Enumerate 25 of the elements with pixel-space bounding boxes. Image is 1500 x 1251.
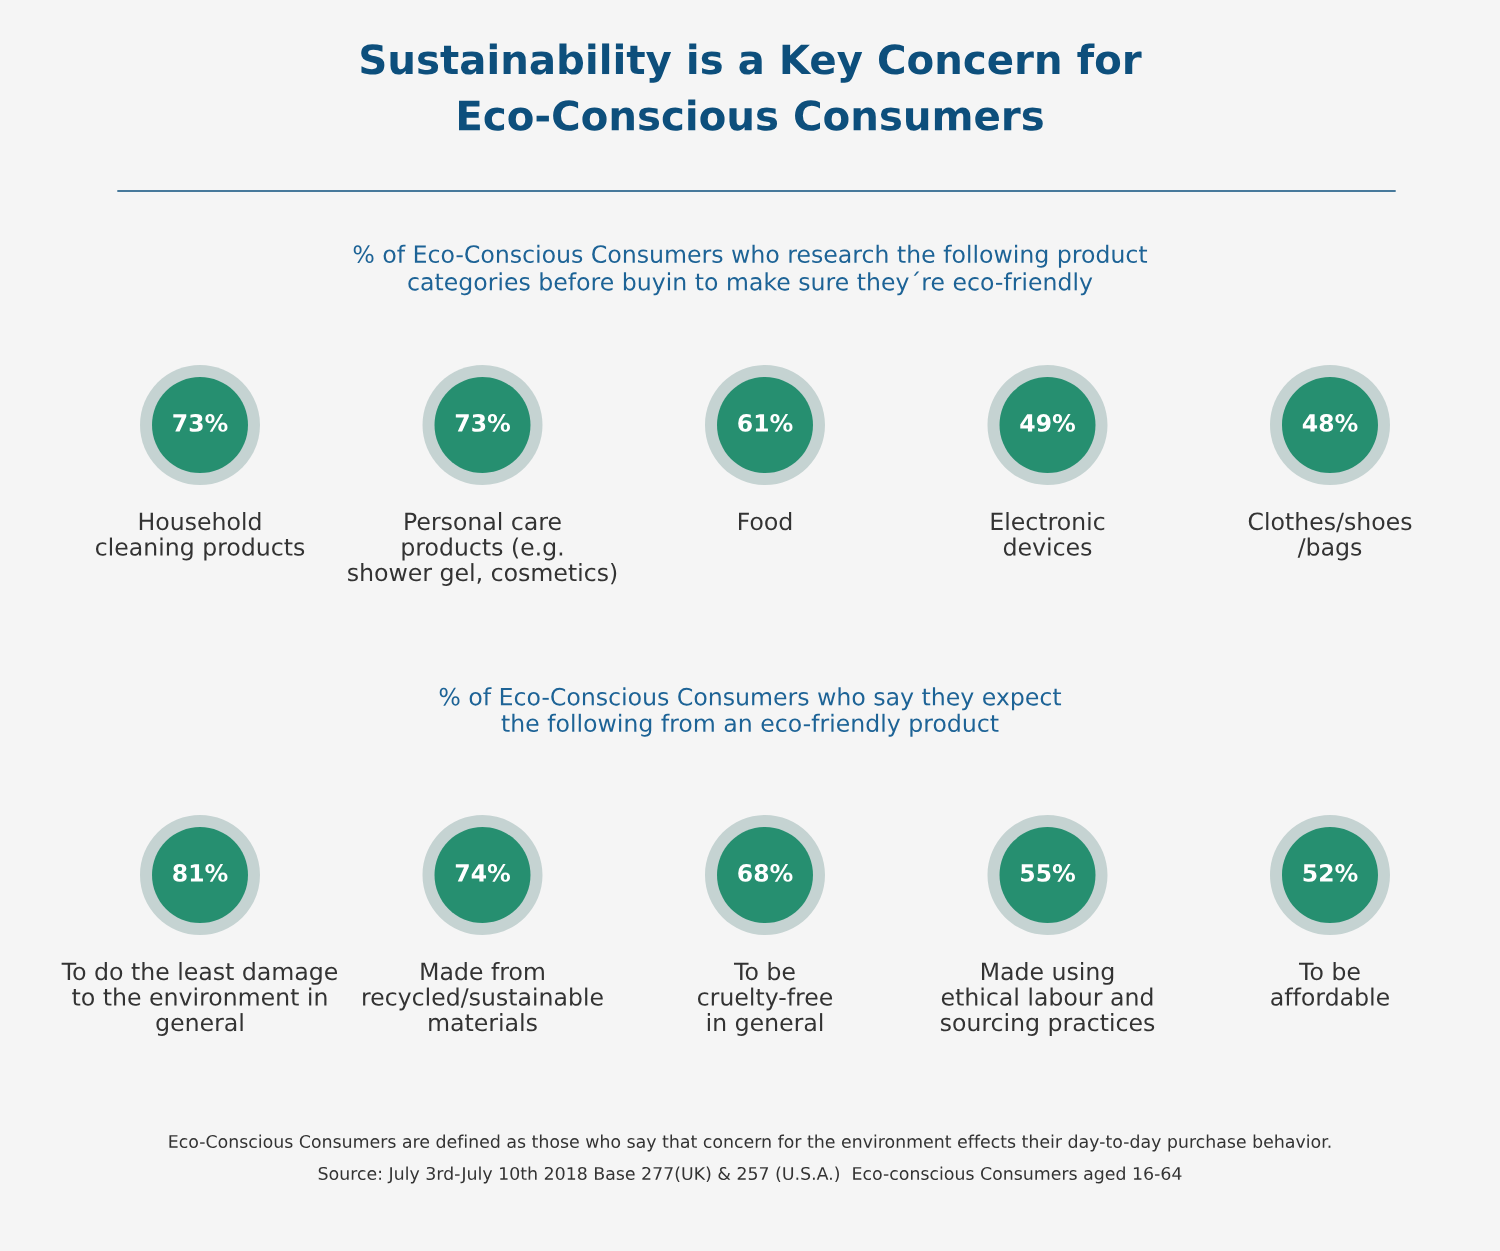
category-label: Food [739, 512, 792, 531]
text: % of Eco-Conscious Consumers who say they expect the following from an eco-friendly product [439, 687, 1062, 737]
data-label: 68% [738, 863, 793, 882]
category-label: Household cleaning products [95, 512, 305, 561]
category-label: Made using ethical labour and sourcing practices [940, 962, 1155, 1036]
category-label: Electronic devices [991, 512, 1105, 556]
category-label: Made from recycled/sustainable materials [363, 962, 603, 1032]
data-label: 74% [455, 863, 511, 882]
source-note: Source: July 3rd-July 10th 2018 Base 277(UK) & 257 (U.S.A.) Eco-conscious Consumers aged 16-64 [318, 1166, 1182, 1184]
data-label: 49% [1020, 413, 1076, 432]
data-label: 55% [1021, 863, 1076, 882]
data-label: 52% [1303, 863, 1358, 882]
text: Sustainability is a Key Concern for Eco-Conscious Consumers [361, 43, 1142, 131]
data-label: 48% [1302, 413, 1358, 432]
text: Eco-Conscious Consumers are defined as those who say that concern for the environment effects their day-to-day purchase behavior. [169, 1134, 1331, 1152]
data-label: 73% [455, 413, 511, 432]
category-label: Clothes/shoes /bags [1248, 512, 1412, 561]
category-label: To do the least damage to the environment in general [61, 962, 338, 1036]
text: % of Eco-Conscious Consumers who research the following product categories before buyin to make sure they´re eco-friendly [353, 244, 1148, 296]
category-label: To be cruelty-free in general [697, 962, 833, 1036]
data-label: 61% [738, 413, 793, 432]
category-label: To be affordable [1271, 962, 1389, 1006]
data-label: 81% [173, 863, 228, 882]
data-label: 73% [173, 413, 228, 432]
category-label: Personal care products (e.g. shower gel, cosmetics) [348, 512, 617, 586]
